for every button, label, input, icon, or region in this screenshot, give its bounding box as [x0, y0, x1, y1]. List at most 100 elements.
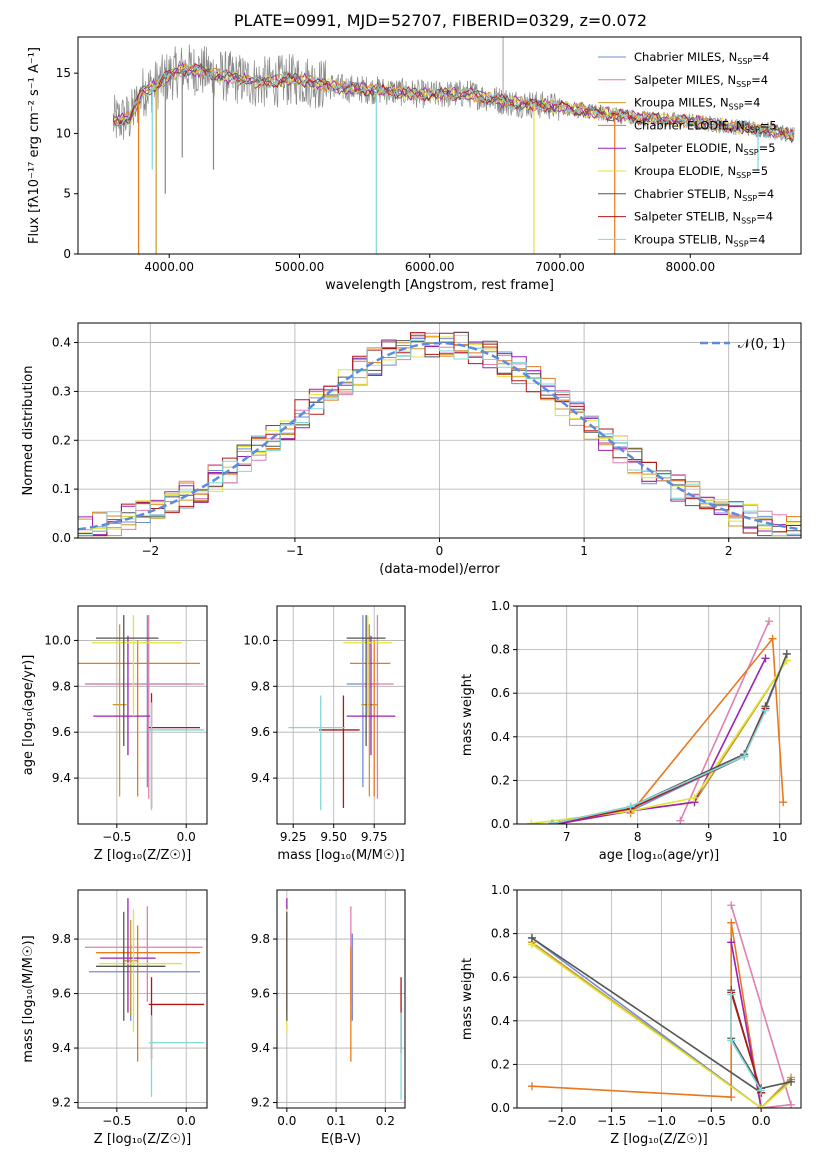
weight-series-line	[679, 620, 770, 822]
y-axis-label: Normed distribution	[21, 366, 36, 496]
x-tick-label: −1	[286, 544, 304, 558]
residual-histogram	[78, 339, 801, 537]
axes-frame	[77, 36, 802, 255]
legend-label: Salpeter ELODIE, NSSP=5	[634, 141, 776, 157]
y-tick-label: 9.8	[52, 932, 71, 946]
weight-marker	[761, 654, 770, 663]
error-bar-point	[98, 909, 183, 1032]
x-tick-label: 9	[705, 830, 713, 844]
x-tick-label: −2.0	[547, 1114, 576, 1128]
y-tick-label: 0.6	[491, 970, 510, 984]
weight-series-line	[730, 992, 762, 1093]
model-spectrum	[112, 62, 794, 144]
y-tick-label: 9.8	[251, 932, 270, 946]
y-tick-label: 9.4	[52, 1041, 71, 1055]
weight-marker	[727, 1036, 736, 1045]
y-tick-label: 0.4	[491, 730, 510, 744]
y-tick-label: 9.4	[251, 1041, 270, 1055]
y-tick-label: 0.8	[491, 927, 510, 941]
x-tick-label: 7000.00	[535, 260, 585, 274]
legend-subscript: SSP	[744, 148, 759, 157]
legend-label: Kroupa ELODIE, NSSP=5	[634, 164, 768, 180]
legend-count: =4	[752, 50, 769, 64]
legend-text: Kroupa ELODIE, N	[634, 164, 736, 178]
weight-marker	[727, 938, 736, 947]
error-bar-point	[148, 977, 205, 1059]
x-tick-label: 0.0	[752, 1114, 771, 1128]
y-tick-label: 0.4	[52, 336, 71, 350]
y-tick-label: 9.6	[251, 987, 270, 1001]
error-bar-point	[96, 911, 166, 1021]
error-bar-point	[112, 624, 127, 797]
y-tick-label: 9.6	[52, 725, 71, 739]
model-spectrum	[113, 61, 794, 139]
plot-area	[112, 37, 795, 254]
x-tick-label: 8	[634, 830, 642, 844]
y-tick-label: 1.0	[491, 599, 510, 613]
axes-frame	[276, 605, 406, 825]
axes-frame	[77, 889, 208, 1109]
x-tick-label: 1	[580, 544, 588, 558]
error-bar-point	[349, 640, 391, 797]
x-tick-label: −1.5	[597, 1114, 626, 1128]
y-tick-label: 9.6	[251, 725, 270, 739]
legend-count: =4	[744, 96, 761, 110]
model-spectrum	[112, 65, 794, 140]
weight-series-line	[531, 941, 792, 1108]
x-axis-label: (data-model)/error	[379, 562, 500, 577]
legend-label: Chabrier ELODIE, NSSP=5	[634, 118, 777, 134]
plot-area	[527, 901, 796, 1108]
legend-subscript: SSP	[734, 239, 749, 248]
weight-marker	[690, 793, 699, 802]
x-tick-label: 0.1	[327, 1114, 346, 1128]
weight-series-line	[531, 660, 788, 824]
error-bar-point	[288, 695, 346, 811]
panel-mass-vs-Z: −0.5 0.0 9.2 9.4 9.6 9.8 Z [log₁₀(Z/Z☉)] mass […	[21, 889, 208, 1147]
x-tick-label: 0	[436, 544, 444, 558]
panel-residuals: −2 −1 0 1 2 0.0 0.1 0.2 0.3 0.4 (data-model)/error…	[21, 322, 802, 577]
legend-subscript: SSP	[741, 217, 756, 226]
weight-marker	[787, 1100, 796, 1108]
x-tick-label: −1.0	[647, 1114, 676, 1128]
legend-text: Chabrier STELIB, N	[634, 187, 742, 201]
error-bar-point	[84, 906, 203, 1002]
weight-marker	[779, 798, 788, 807]
y-tick-label: 0.0	[491, 1101, 510, 1115]
panel-age-vs-Z: −0.5 0.0 9.4 9.6 9.8 10.0 Z [log₁₀(Z/Z☉)] age […	[21, 605, 208, 863]
y-tick-label: 0.0	[52, 531, 71, 545]
legend-count: =4	[756, 210, 773, 224]
x-axis-label: Z [log₁₀(Z/Z☉)]	[94, 848, 191, 863]
x-tick-label: 9.75	[361, 830, 388, 844]
legend-text: Chabrier ELODIE, N	[634, 118, 745, 132]
y-tick-label: 10	[56, 126, 71, 140]
legend-label: Kroupa MILES, NSSP=4	[634, 96, 760, 112]
y-tick-label: 10.0	[243, 633, 270, 647]
legend-text: Chabrier MILES, N	[634, 50, 737, 64]
legend-subscript: SSP	[729, 103, 744, 112]
x-tick-label: 0.0	[177, 1114, 196, 1128]
x-axis-label: Z [log₁₀(Z/Z☉)]	[94, 1132, 191, 1147]
error-bar-point	[148, 693, 201, 808]
residual-legend: 𝒩(0, 1)	[700, 337, 785, 352]
panel-mass-weight-vs-Z: −2.0 −1.5 −1.0 −0.5 0.0 0.0 0.2 0.4 0.6 0.8 1.0 Z […	[460, 883, 802, 1147]
error-bar-point	[86, 615, 205, 799]
weight-marker	[765, 617, 774, 626]
y-tick-label: 9.8	[52, 679, 71, 693]
x-tick-label: 7	[563, 830, 571, 844]
error-bar-point	[100, 898, 156, 1013]
y-tick-label: 9.2	[251, 1096, 270, 1110]
x-axis-label: E(B-V)	[321, 1132, 361, 1147]
error-bar-point	[343, 615, 393, 717]
x-tick-label: −2	[141, 544, 159, 558]
error-bar-point	[91, 615, 183, 717]
legend-count: =5	[760, 118, 777, 132]
y-tick-label: 0.1	[52, 482, 71, 496]
y-tick-label: 0.3	[52, 384, 71, 398]
weight-marker	[676, 816, 685, 824]
y-tick-label: 0.0	[491, 817, 510, 831]
plot-area	[78, 331, 801, 537]
y-tick-label: 9.6	[52, 987, 71, 1001]
weight-marker	[727, 901, 736, 910]
y-axis-label: age [log₁₀(age/yr)]	[21, 655, 36, 776]
x-tick-label: 9.25	[280, 830, 307, 844]
